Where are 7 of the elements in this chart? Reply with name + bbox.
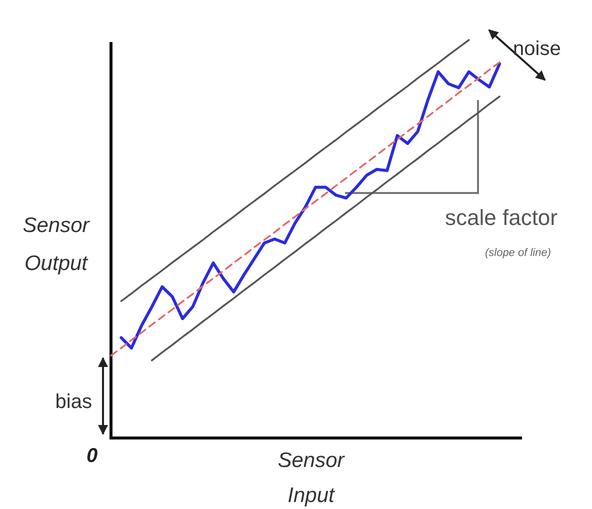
text: bias bbox=[55, 391, 92, 413]
annotation: scale factor bbox=[445, 205, 558, 230]
x-axis-title: Sensor Input bbox=[278, 449, 346, 507]
y-axis-title: Sensor Output bbox=[22, 214, 90, 275]
annotation: noise bbox=[513, 38, 561, 60]
annotation: (slope of line) bbox=[484, 247, 552, 259]
text: 0 bbox=[86, 445, 98, 467]
